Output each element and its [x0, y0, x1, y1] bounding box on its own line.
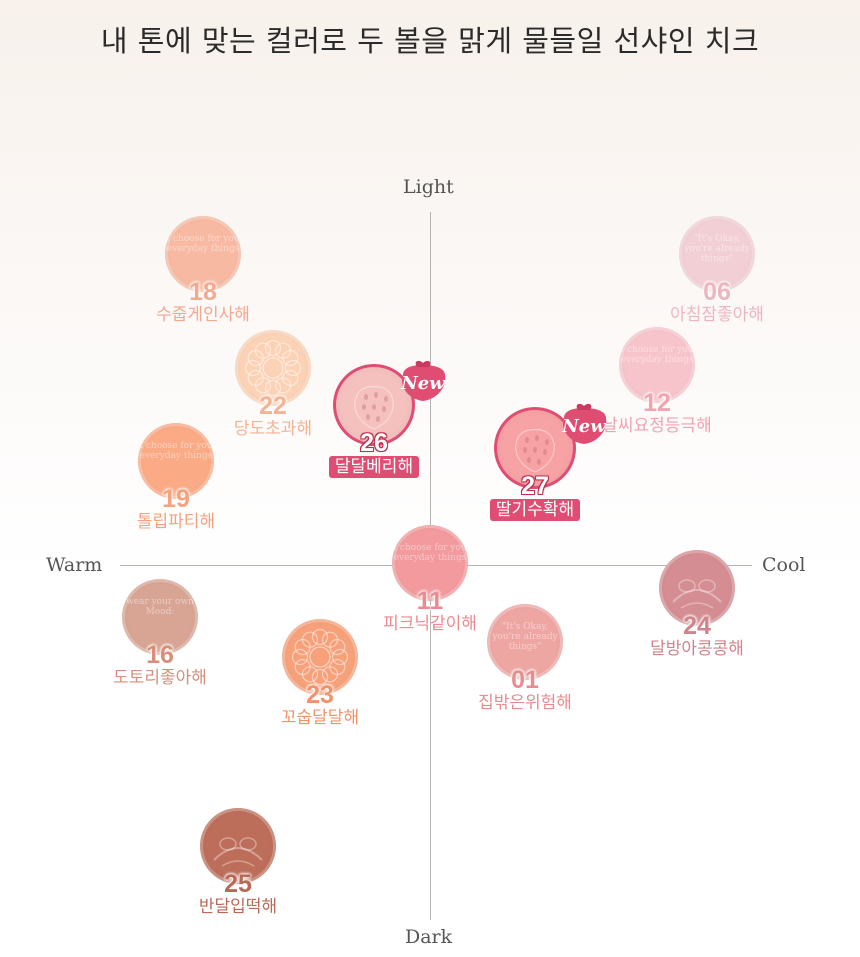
swatch-engraving: I choose for you everyday things	[620, 345, 694, 365]
shade-name: 딸기수확해	[460, 499, 610, 521]
shade-swatch	[200, 808, 276, 884]
shade-swatch: I choose for you everyday things	[165, 216, 241, 292]
shade-swatch	[235, 330, 311, 406]
shade-swatch	[497, 410, 573, 486]
swatch-engraving: "It's Okay, you're already things"	[684, 234, 750, 264]
axis-label-light: Light	[403, 176, 454, 198]
axis-label-cool: Cool	[762, 554, 806, 576]
swatch-engraving	[659, 550, 735, 626]
shade-number: 16	[146, 641, 174, 669]
shade-name: 날씨요정등극해	[602, 416, 712, 436]
shade-name: 집밖은위험해	[478, 693, 572, 713]
shade-27[interactable]: 27 딸기수확해 New	[460, 403, 610, 521]
shade-11[interactable]: I choose for you everyday things 11 피크닉같이해	[355, 525, 505, 634]
shade-swatch: wear your own Mood:	[122, 579, 198, 655]
shade-name: 달달베리해	[299, 456, 449, 478]
shade-number: 11	[416, 587, 444, 615]
shade-06[interactable]: "It's Okay, you're already things" 06 아침잠좋…	[642, 216, 792, 325]
shade-name: 당도초과해	[233, 419, 313, 439]
shade-12[interactable]: I choose for you everyday things 12 날씨요정등극…	[582, 327, 732, 436]
shade-number: 19	[162, 485, 190, 513]
shade-name: 달방아콩콩해	[650, 639, 744, 659]
shade-number: 25	[224, 870, 252, 898]
shade-number: 12	[643, 389, 671, 417]
shade-23[interactable]: 23 꼬숩달달해	[245, 619, 395, 728]
shade-19[interactable]: I choose for you everyday things 19 톨립파티해	[101, 423, 251, 532]
swatch-engraving	[282, 619, 358, 695]
swatch-engraving: I choose for you everyday things	[139, 441, 213, 461]
shade-number: 23	[306, 681, 334, 709]
swatch-engraving	[336, 367, 412, 443]
new-badge: New	[395, 359, 451, 403]
shade-swatch	[336, 367, 412, 443]
shade-swatch: I choose for you everyday things	[392, 525, 468, 601]
shade-number: 24	[683, 612, 711, 640]
swatch-engraving: I choose for you everyday things	[393, 543, 467, 563]
shade-number: 22	[259, 392, 287, 420]
axis-label-warm: Warm	[46, 554, 103, 576]
shade-number: 06	[703, 278, 731, 306]
shade-22[interactable]: 22 당도초과해	[198, 330, 348, 439]
shade-name: 꼬숩달달해	[280, 708, 360, 728]
shade-swatch: I choose for you everyday things	[619, 327, 695, 403]
shade-24[interactable]: 24 달방아콩콩해	[622, 550, 772, 659]
shade-18[interactable]: I choose for you everyday things 18 수줍게인사해	[128, 216, 278, 325]
swatch-engraving	[200, 808, 276, 884]
swatch-engraving	[497, 410, 573, 486]
shade-name: 피크닉같이해	[383, 614, 477, 634]
shade-name: 수줍게인사해	[156, 305, 250, 325]
axis-label-dark: Dark	[405, 926, 453, 948]
shade-name: 아침잠좋아해	[670, 305, 764, 325]
shade-swatch	[282, 619, 358, 695]
swatch-engraving: I choose for you everyday things	[166, 234, 240, 254]
swatch-engraving: "It's Okay, you're already things"	[492, 622, 558, 652]
shade-number: 26	[360, 429, 388, 457]
page-title: 내 톤에 맞는 컬러로 두 볼을 맑게 물들일 선샤인 치크	[100, 24, 760, 58]
new-badge: New	[556, 402, 612, 446]
shade-01[interactable]: "It's Okay, you're already things" 01 집밖은위…	[450, 604, 600, 713]
shade-swatch: I choose for you everyday things	[138, 423, 214, 499]
shade-number: 18	[189, 278, 217, 306]
shade-name: 도토리좋아해	[113, 668, 207, 688]
shade-swatch: "It's Okay, you're already things"	[679, 216, 755, 292]
shade-swatch: "It's Okay, you're already things"	[487, 604, 563, 680]
shade-16[interactable]: wear your own Mood: 16 도토리좋아해	[85, 579, 235, 688]
shade-name: 톨립파티해	[136, 512, 216, 532]
swatch-engraving: wear your own Mood:	[126, 597, 194, 617]
shade-number: 01	[511, 666, 539, 694]
shade-26[interactable]: 26 달달베리해 New	[299, 360, 449, 478]
shade-number: 27	[521, 472, 549, 500]
shade-25[interactable]: 25 반달입떡해	[163, 808, 313, 917]
swatch-engraving	[235, 330, 311, 406]
shade-name: 반달입떡해	[198, 897, 278, 917]
shade-swatch	[659, 550, 735, 626]
